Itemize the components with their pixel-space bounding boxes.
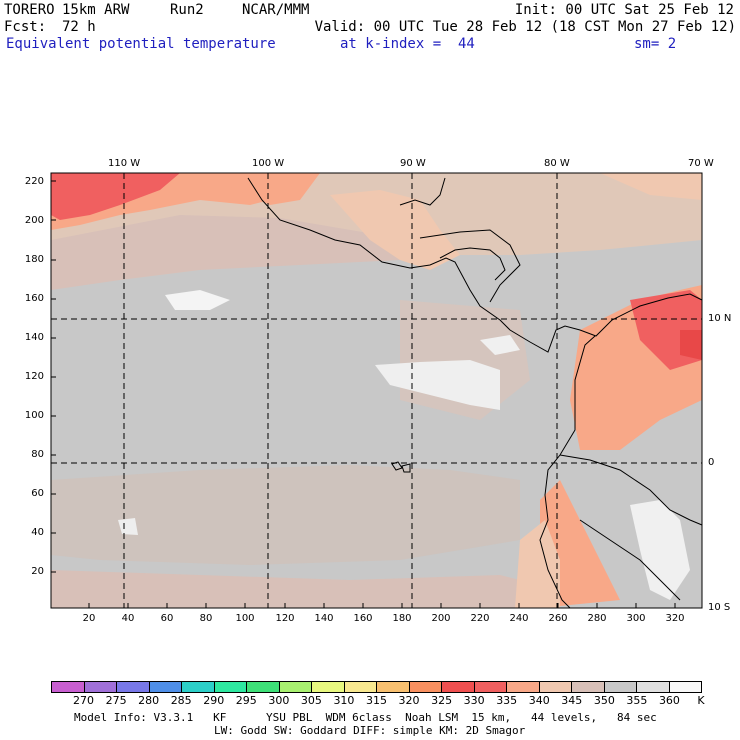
y-tick: 180 (24, 254, 44, 265)
x-tick: 180 (392, 613, 412, 624)
model-info-line2: LW: Godd SW: Goddard DIFF: simple KM: 2D… (214, 724, 526, 737)
init-time: Init: 00 UTC Sat 25 Feb 12 (514, 2, 734, 18)
colorbar-swatch (572, 682, 605, 692)
map-fill (51, 173, 702, 608)
lat-label-equator: 0 (708, 457, 715, 468)
colorbar-swatch (247, 682, 280, 692)
colorbar-swatch (84, 682, 117, 692)
x-tick: 320 (665, 613, 685, 624)
y-tick: 40 (31, 527, 44, 538)
colorbar-level-label: 300 (268, 694, 290, 707)
colorbar-swatch (52, 682, 85, 692)
forecast-label: Fcst: (4, 19, 47, 35)
axis-ticks (51, 180, 676, 608)
x-tick: 200 (431, 613, 451, 624)
y-tick: 140 (24, 332, 44, 343)
x-tick: 240 (509, 613, 529, 624)
x-tick: 140 (314, 613, 334, 624)
forecast-hour: 72 h (62, 19, 96, 35)
y-tick: 60 (31, 488, 44, 499)
colorbar-swatch (409, 682, 442, 692)
model-org: NCAR/MMM (242, 2, 310, 18)
colorbar-swatch (669, 682, 701, 692)
colorbar-unit: K (697, 694, 705, 707)
colorbar-swatch (279, 682, 312, 692)
colorbar (51, 681, 702, 693)
y-tick: 100 (24, 410, 44, 421)
lon-label-110w: 110 W (108, 158, 141, 169)
colorbar-level-label: 295 (235, 694, 257, 707)
colorbar-level-label: 360 (658, 694, 680, 707)
colorbar-swatch (214, 682, 247, 692)
level-label: at k-index = 44 (340, 36, 475, 52)
model-info-line1: Model Info: V3.3.1 KF YSU PBL WDM 6class… (74, 711, 657, 724)
colorbar-level-label: 285 (170, 694, 192, 707)
colorbar-level-label: 330 (463, 694, 485, 707)
y-tick: 200 (24, 215, 44, 226)
valid-time: Valid: 00 UTC Tue 28 Feb 12 (18 CST Mon … (314, 19, 736, 35)
lon-label-100w: 100 W (252, 158, 285, 169)
colorbar-level-label: 315 (366, 694, 387, 707)
colorbar-level-label: 350 (593, 694, 615, 707)
colorbar-swatch (117, 682, 150, 692)
colorbar-swatch (474, 682, 507, 692)
colorbar-level-label: 290 (203, 694, 225, 707)
colorbar-swatch (312, 682, 345, 692)
lon-label-70w: 70 W (688, 158, 714, 169)
y-tick: 120 (24, 371, 44, 382)
colorbar-level-label: 280 (138, 694, 160, 707)
colorbar-level-label: 305 (300, 694, 322, 707)
x-tick: 280 (587, 613, 607, 624)
lon-label-80w: 80 W (544, 158, 570, 169)
x-tick: 120 (275, 613, 295, 624)
x-tick: 300 (626, 613, 646, 624)
y-tick: 160 (24, 293, 44, 304)
map-frame (50, 172, 703, 609)
x-tick: 40 (121, 613, 135, 624)
colorbar-level-label: 275 (105, 694, 127, 707)
field-name: Equivalent potential temperature (6, 36, 276, 52)
colorbar-level-label: 340 (528, 694, 550, 707)
y-tick: 20 (31, 566, 44, 577)
colorbar-swatch (344, 682, 377, 692)
lat-label-10s: 10 S (708, 602, 731, 613)
colorbar-swatch (377, 682, 410, 692)
colorbar-level-label: 320 (398, 694, 420, 707)
model-resolution: 15km ARW (62, 2, 130, 18)
x-tick: 160 (353, 613, 373, 624)
colorbar-level-label: 325 (431, 694, 453, 707)
x-tick: 220 (470, 613, 490, 624)
x-tick: 260 (548, 613, 568, 624)
graticule (51, 173, 702, 608)
colorbar-level-label: 355 (626, 694, 648, 707)
colorbar-swatch (637, 682, 670, 692)
colorbar-swatch (442, 682, 475, 692)
model-run: Run2 (170, 2, 204, 18)
model-name: TORERO (4, 2, 55, 18)
y-tick: 80 (31, 449, 44, 460)
colorbar-level-label: 310 (333, 694, 355, 707)
colorbar-level-label: 335 (496, 694, 518, 707)
x-tick: 60 (160, 613, 174, 624)
lon-label-90w: 90 W (400, 158, 426, 169)
colorbar-level-label: 345 (561, 694, 583, 707)
colorbar-swatch (539, 682, 572, 692)
coastlines (247, 177, 703, 609)
colorbar-level-label: 270 (73, 694, 95, 707)
smoothing-label: sm= 2 (634, 36, 677, 52)
lat-label-10n: 10 N (708, 313, 732, 324)
y-tick: 220 (24, 176, 44, 187)
colorbar-swatch (149, 682, 182, 692)
colorbar-swatch (507, 682, 540, 692)
colorbar-swatch (604, 682, 637, 692)
x-tick: 80 (199, 613, 213, 624)
x-tick: 20 (82, 613, 96, 624)
x-tick: 100 (235, 613, 255, 624)
colorbar-swatch (182, 682, 215, 692)
